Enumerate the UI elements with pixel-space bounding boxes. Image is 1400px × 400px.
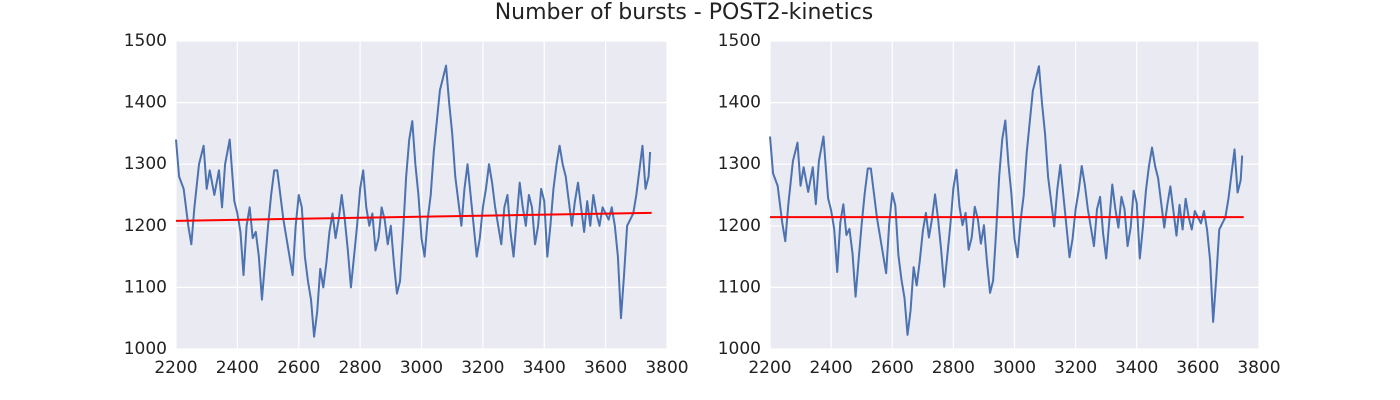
x-tick-label: 3800 [1237, 358, 1280, 378]
x-tick-label: 2800 [932, 358, 975, 378]
y-tick-label: 1400 [718, 93, 761, 113]
x-tick-label: 3200 [461, 358, 504, 378]
x-tick-label: 2200 [748, 358, 791, 378]
y-tick-label: 1100 [124, 277, 167, 297]
x-tick-label: 3400 [523, 358, 566, 378]
x-tick-label: 3600 [1176, 358, 1219, 378]
y-tick-label: 1200 [124, 216, 167, 236]
x-tick-label: 3400 [1115, 358, 1158, 378]
y-tick-label: 1500 [124, 31, 167, 51]
figure-title: Number of bursts - POST2-kinetics [495, 0, 874, 25]
x-tick-label: 2800 [338, 358, 381, 378]
x-tick-label: 3200 [1054, 358, 1097, 378]
x-tick-label: 2600 [871, 358, 914, 378]
x-tick-label: 2600 [277, 358, 320, 378]
x-tick-label: 2400 [809, 358, 852, 378]
y-tick-label: 1100 [718, 277, 761, 297]
y-tick-label: 1200 [718, 216, 761, 236]
y-tick-label: 1300 [718, 154, 761, 174]
x-tick-label: 2400 [216, 358, 259, 378]
x-tick-label: 3600 [584, 358, 627, 378]
y-tick-label: 1400 [124, 93, 167, 113]
x-tick-label: 3000 [400, 358, 443, 378]
y-tick-label: 1300 [124, 154, 167, 174]
x-tick-label: 3000 [993, 358, 1036, 378]
y-tick-label: 1500 [718, 31, 761, 51]
y-tick-label: 1000 [718, 339, 761, 359]
y-tick-label: 1000 [124, 339, 167, 359]
x-tick-label: 3800 [645, 358, 688, 378]
fit-line [175, 211, 652, 222]
x-tick-label: 2200 [154, 358, 197, 378]
